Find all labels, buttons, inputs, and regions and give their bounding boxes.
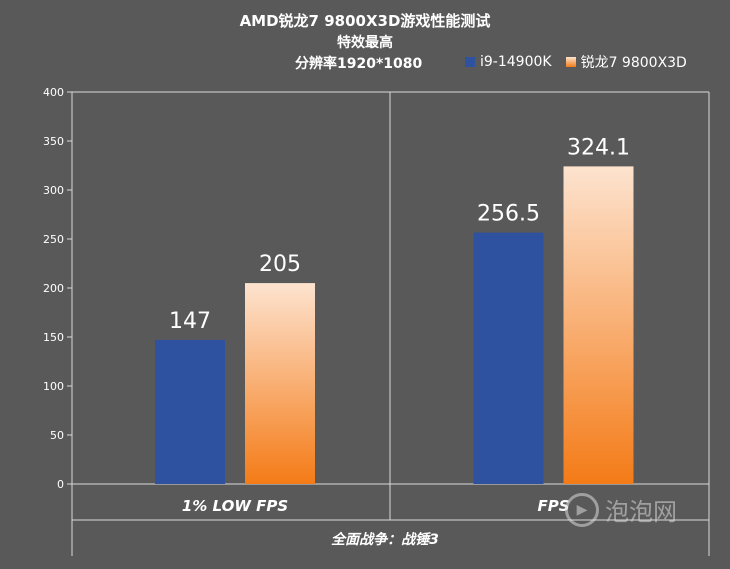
title-line-2: 特效最高 [337, 35, 393, 51]
play-circle-icon: ▶ [565, 492, 599, 527]
legend-item-ryzen: 锐龙7 9800X3D [565, 52, 687, 72]
title-line-3: 分辨率1920*1080 [295, 56, 423, 72]
bar-value-label: 205 [259, 252, 301, 277]
legend-label-i9: i9-14900K [480, 54, 552, 70]
x-category-label: 1% LOW FPS [182, 497, 288, 515]
bar-ryzen [563, 166, 634, 484]
legend-swatch-ryzen [565, 57, 576, 67]
bar-i9 [155, 339, 225, 484]
watermark-text: 泡泡网 [605, 498, 677, 526]
y-tick-label: 50 [50, 429, 64, 442]
legend-label-ryzen: 锐龙7 9800X3D [580, 55, 687, 71]
y-tick-label: 400 [43, 86, 64, 99]
y-tick-label: 150 [43, 331, 64, 344]
watermark: ▶ 泡泡网 [565, 492, 677, 527]
legend-item-i9: i9-14900K [465, 54, 552, 70]
y-tick-label: 0 [57, 478, 64, 491]
x-category-label: FPS [537, 497, 569, 515]
x-axis-title: 全面战争：战锤3 [331, 531, 439, 548]
bar-i9 [473, 232, 544, 484]
y-tick-label: 300 [43, 184, 64, 197]
y-tick-label: 100 [43, 380, 64, 393]
legend: i9-14900K 锐龙7 9800X3D [465, 52, 695, 72]
bar-value-label: 256.5 [477, 202, 540, 227]
title-line-1: AMD锐龙7 9800X3D游戏性能测试 [239, 12, 491, 30]
bar-value-label: 324.1 [567, 135, 630, 160]
y-tick-label: 250 [43, 233, 64, 246]
bar-ryzen [245, 283, 315, 484]
y-tick-label: 200 [43, 282, 64, 295]
legend-swatch-i9 [465, 57, 475, 67]
bar-value-label: 147 [169, 309, 211, 334]
y-tick-label: 350 [43, 135, 64, 148]
